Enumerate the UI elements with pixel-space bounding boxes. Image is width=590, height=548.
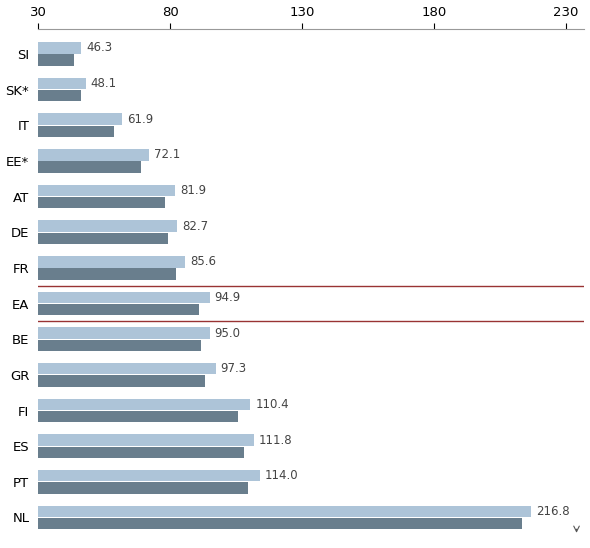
- Text: 110.4: 110.4: [255, 398, 289, 411]
- Bar: [38, 447, 244, 458]
- Text: 48.1: 48.1: [91, 77, 117, 90]
- Bar: [38, 375, 205, 387]
- Text: 216.8: 216.8: [536, 505, 569, 518]
- Bar: [38, 90, 81, 101]
- Bar: [38, 125, 113, 137]
- Text: 114.0: 114.0: [265, 469, 299, 482]
- Text: 111.8: 111.8: [259, 433, 293, 447]
- Bar: [38, 161, 141, 173]
- Bar: [38, 482, 248, 494]
- Bar: [38, 518, 523, 529]
- Bar: [38, 54, 74, 66]
- Bar: [38, 363, 216, 374]
- Bar: [38, 185, 175, 196]
- Text: 82.7: 82.7: [182, 220, 208, 233]
- Text: 46.3: 46.3: [86, 41, 112, 54]
- Bar: [38, 256, 185, 267]
- Bar: [38, 470, 260, 482]
- Bar: [38, 268, 175, 279]
- Text: 61.9: 61.9: [127, 113, 153, 125]
- Bar: [38, 340, 201, 351]
- Text: 95.0: 95.0: [215, 327, 241, 340]
- Bar: [38, 327, 210, 339]
- Bar: [38, 411, 238, 423]
- Text: 72.1: 72.1: [154, 149, 181, 161]
- Bar: [38, 506, 531, 517]
- Text: 85.6: 85.6: [190, 255, 216, 269]
- Bar: [38, 220, 178, 232]
- Bar: [38, 399, 250, 410]
- Text: 97.3: 97.3: [221, 362, 247, 375]
- Bar: [38, 42, 81, 54]
- Bar: [38, 197, 165, 208]
- Bar: [38, 304, 199, 315]
- Bar: [38, 292, 209, 303]
- Text: 94.9: 94.9: [214, 291, 241, 304]
- Bar: [38, 78, 86, 89]
- Bar: [38, 435, 254, 446]
- Text: 81.9: 81.9: [180, 184, 206, 197]
- Bar: [38, 149, 149, 161]
- Bar: [38, 113, 123, 125]
- Bar: [38, 232, 168, 244]
